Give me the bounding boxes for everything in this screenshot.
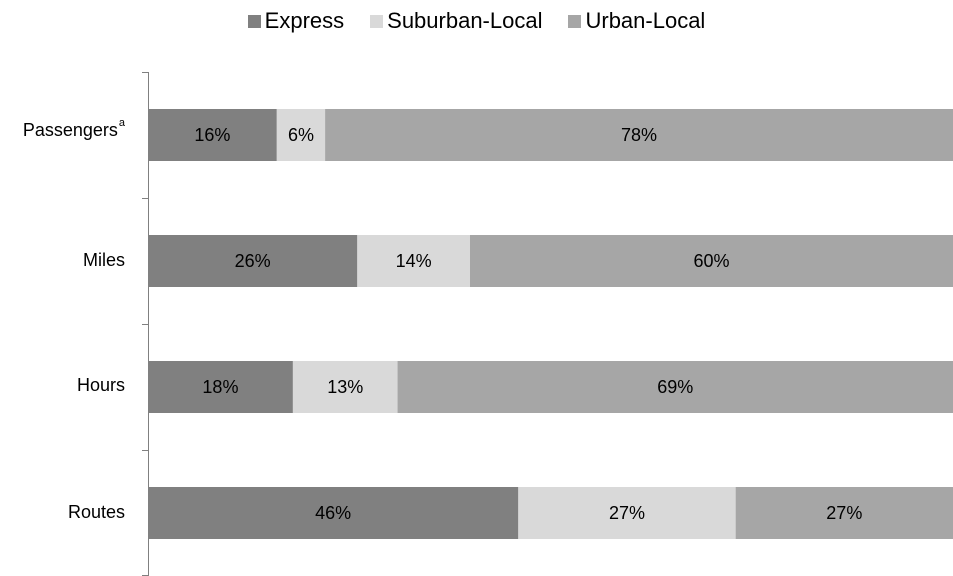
data-label-urban-local-routes: 27% bbox=[826, 503, 862, 523]
bar-suburban-local-passengers bbox=[276, 109, 326, 161]
data-label-suburban-local-passengers: 6% bbox=[288, 125, 314, 145]
legend-swatch-express bbox=[247, 14, 261, 28]
legend-label-urban-local: Urban-Local bbox=[585, 8, 706, 33]
bar-express-passengers bbox=[148, 109, 277, 161]
category-label-routes: Routes bbox=[67, 502, 125, 522]
legend-item-express: Express bbox=[247, 8, 345, 34]
data-label-express-routes: 46% bbox=[315, 503, 351, 523]
legend-label-suburban-local: Suburban-Local bbox=[387, 8, 543, 33]
bar-express-hours bbox=[148, 361, 293, 413]
data-label-urban-local-passengers: 78% bbox=[621, 125, 657, 145]
legend-item-urban-local: Urban-Local bbox=[568, 8, 705, 34]
bar-urban-local-miles bbox=[470, 235, 953, 287]
legend-item-suburban-local: Suburban-Local bbox=[370, 8, 542, 34]
legend-swatch-urban-local bbox=[568, 14, 582, 28]
bar-urban-local-hours bbox=[397, 361, 953, 413]
category-label-passengers: Passengersa bbox=[22, 117, 125, 141]
data-label-suburban-local-miles: 14% bbox=[396, 251, 432, 271]
category-label-hours: Hours bbox=[76, 375, 125, 395]
data-label-express-miles: 26% bbox=[235, 251, 271, 271]
data-label-urban-local-miles: 60% bbox=[693, 251, 729, 271]
bar-suburban-local-hours bbox=[292, 361, 398, 413]
legend-label-express: Express bbox=[264, 8, 345, 33]
bar-express-routes bbox=[148, 487, 519, 539]
superscript-a: a bbox=[118, 117, 125, 129]
bar-urban-local-routes bbox=[735, 487, 953, 539]
legend-swatch-suburban-local bbox=[370, 14, 384, 28]
data-label-suburban-local-hours: 13% bbox=[327, 377, 363, 397]
data-label-express-hours: 18% bbox=[202, 377, 238, 397]
legend: Express Suburban-Local Urban-Local bbox=[0, 6, 953, 36]
category-label-passengers-text: Passengers bbox=[22, 120, 118, 140]
data-label-express-passengers: 16% bbox=[194, 125, 230, 145]
bar-suburban-local-routes bbox=[518, 487, 736, 539]
data-label-urban-local-hours: 69% bbox=[657, 377, 693, 397]
bar-express-miles bbox=[148, 235, 358, 287]
bar-suburban-local-miles bbox=[357, 235, 470, 287]
category-label-miles: Miles bbox=[82, 250, 125, 270]
bar-urban-local-passengers bbox=[325, 109, 953, 161]
data-label-suburban-local-routes: 27% bbox=[609, 503, 645, 523]
